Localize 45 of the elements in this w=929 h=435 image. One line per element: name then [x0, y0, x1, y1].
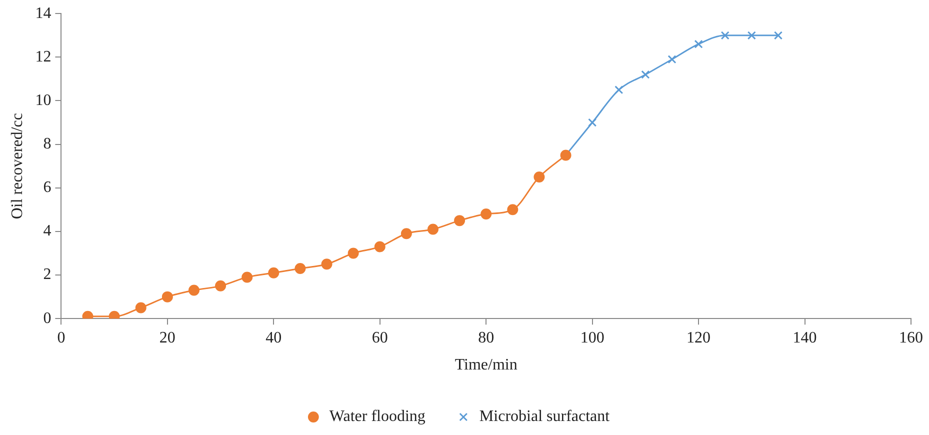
- point: [507, 204, 518, 216]
- y-tick-label: 2: [43, 266, 52, 284]
- x-tick-label: 140: [792, 329, 817, 346]
- x-tick-label: 60: [372, 329, 388, 346]
- x-tick-label: 20: [159, 329, 176, 346]
- point: [162, 291, 173, 302]
- point: [641, 70, 650, 79]
- point: [348, 248, 359, 259]
- point: [215, 280, 226, 292]
- point: [480, 208, 492, 220]
- y-tick-label: 6: [43, 179, 52, 196]
- point: [720, 31, 730, 40]
- point: [188, 284, 200, 296]
- point: [268, 267, 280, 278]
- x-tick-label: 120: [686, 329, 711, 346]
- y-tick-label: 8: [43, 136, 52, 153]
- point: [242, 272, 253, 283]
- x-tick-label: 100: [580, 329, 604, 346]
- y-tick-label: 14: [35, 4, 52, 22]
- point: [588, 118, 597, 127]
- x-tick-label: 80: [478, 329, 494, 346]
- point: [294, 262, 306, 274]
- y-axis-title: Oil recovered/cc: [8, 113, 26, 220]
- point: [534, 171, 545, 182]
- x-tick-label: 160: [899, 329, 923, 346]
- y-tick-label: 0: [43, 310, 52, 327]
- point: [694, 40, 703, 48]
- point: [374, 241, 386, 252]
- x-tick-label: 0: [57, 329, 66, 346]
- y-tick-label: 10: [35, 92, 52, 109]
- x-tick-label: 40: [266, 329, 282, 346]
- point: [135, 302, 146, 314]
- point: [614, 86, 624, 94]
- legend-label: Microbial surfactant: [479, 408, 610, 426]
- point: [747, 31, 756, 40]
- point: [774, 31, 783, 40]
- y-tick-label: 12: [35, 48, 52, 66]
- x-axis-title: Time/min: [454, 356, 518, 374]
- point: [427, 224, 438, 235]
- legend-label: Water flooding: [329, 408, 426, 426]
- point: [321, 258, 332, 270]
- point: [400, 228, 412, 240]
- point: [668, 55, 676, 64]
- y-tick-label: 4: [43, 222, 52, 240]
- point: [454, 215, 466, 226]
